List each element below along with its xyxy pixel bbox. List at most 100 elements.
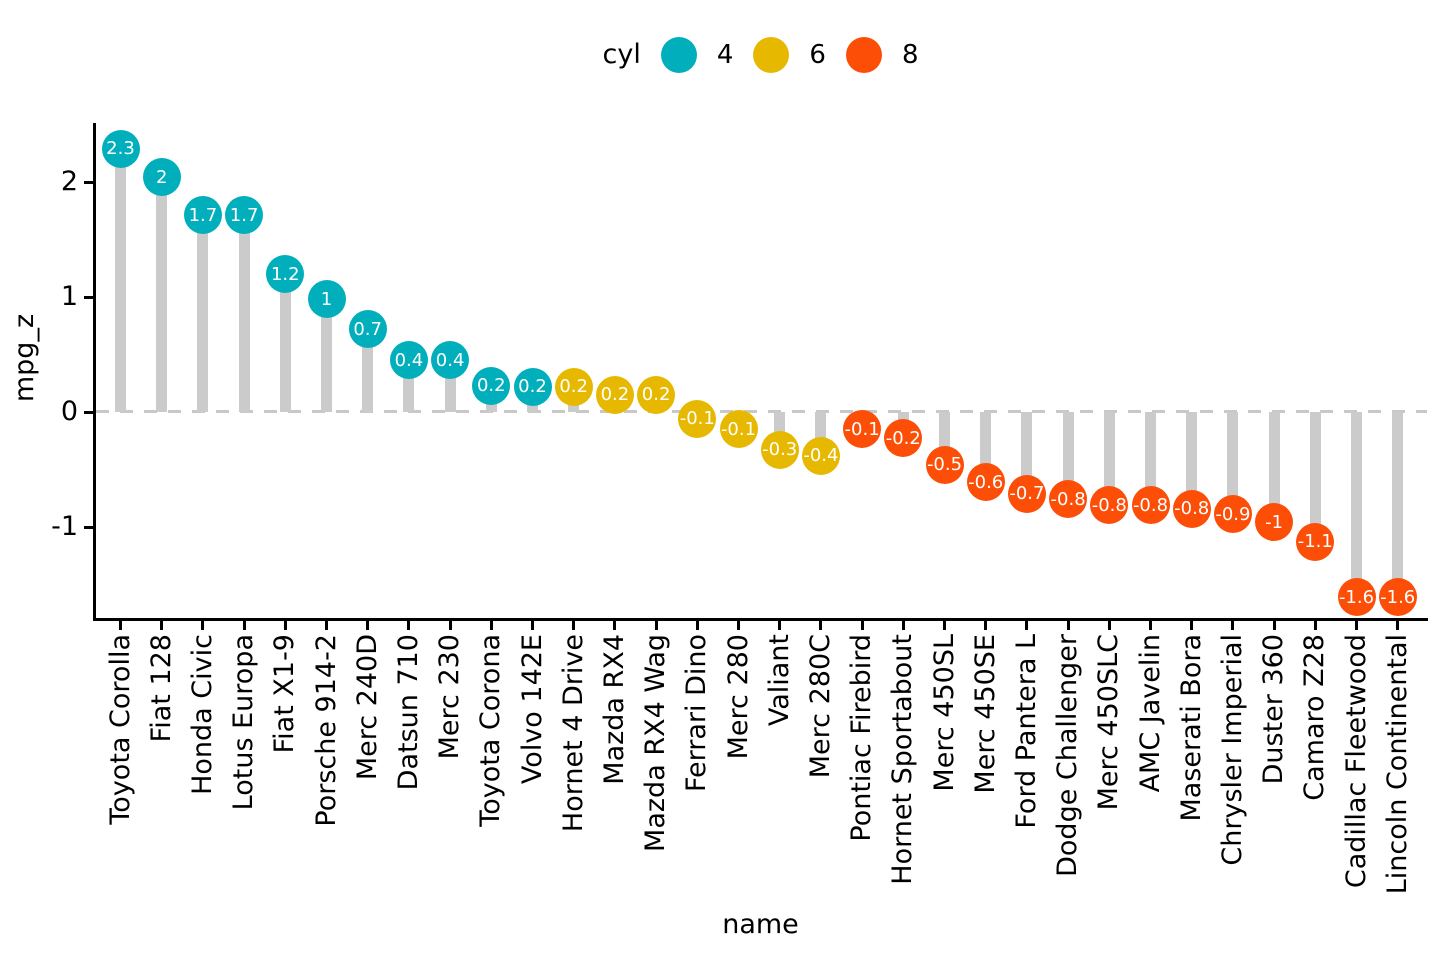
x-tick-label: Mazda RX4: [598, 634, 630, 785]
dot-value-label: -0.7: [1009, 483, 1045, 505]
lollipop-dot: 1.7: [225, 196, 264, 235]
dot-value-label: 2.3: [106, 138, 135, 160]
x-tick-mark: [1355, 621, 1358, 630]
lollipop-stem: [1021, 412, 1033, 494]
lollipop-dot: 1.7: [183, 196, 222, 235]
x-tick-label: Datsun 710: [392, 634, 424, 791]
lollipop-dot: -0.1: [719, 410, 758, 449]
y-tick-label: 2: [60, 166, 78, 197]
legend: cyl 4 6 8: [93, 36, 1428, 74]
x-tick-label: Dodge Challenger: [1052, 634, 1084, 877]
lollipop-dot: -1.6: [1337, 578, 1376, 617]
x-tick-label: Duster 360: [1258, 634, 1290, 785]
lollipop-stem: [238, 215, 250, 412]
x-tick-label: Toyota Corona: [475, 634, 507, 827]
lollipop-dot: -0.1: [678, 399, 717, 438]
legend-title: cyl: [602, 39, 641, 70]
dot-value-label: 0.4: [435, 349, 465, 371]
x-tick-label: Fiat X1-9: [269, 634, 301, 754]
x-axis-line: [93, 618, 1428, 621]
x-tick-mark: [160, 621, 164, 630]
lollipop-dot: -0.4: [801, 436, 840, 475]
lollipop-dot: -0.5: [925, 445, 964, 484]
dot-value-label: 1.2: [270, 263, 300, 285]
lollipop-stem: [197, 215, 209, 412]
x-tick-label: Mazda RX4 Wag: [640, 634, 672, 852]
x-tick-mark: [984, 621, 988, 630]
y-axis-title: mpg_z: [9, 313, 40, 403]
x-tick-label: Merc 230: [434, 634, 466, 760]
dot-value-label: -0.1: [720, 418, 757, 440]
lollipop-stem: [1392, 412, 1404, 598]
x-tick-label: Ferrari Dino: [681, 634, 713, 793]
lollipop-dot: -0.9: [1213, 495, 1252, 534]
lollipop-dot: 0.4: [389, 341, 428, 380]
x-tick-label: Hornet Sportabout: [887, 634, 919, 885]
dot-value-label: -0.4: [803, 445, 839, 467]
x-tick-mark: [737, 621, 740, 630]
lollipop-dot: -0.1: [843, 410, 882, 449]
x-axis-title: name: [722, 909, 799, 940]
x-tick-mark: [572, 621, 576, 630]
lollipop-dot: -0.7: [1007, 474, 1046, 513]
legend-label-cyl-4: 4: [716, 40, 734, 70]
y-axis-line: [93, 123, 96, 621]
lollipop-dot: -0.8: [1049, 480, 1088, 519]
dot-value-label: 1: [320, 288, 333, 310]
x-tick-mark: [654, 621, 658, 630]
lollipop-stem: [1309, 412, 1321, 542]
x-tick-mark: [860, 621, 864, 630]
x-tick-mark: [1231, 621, 1235, 630]
x-tick-label: Maserati Bora: [1175, 634, 1207, 822]
lollipop-dot: 1.2: [266, 255, 305, 293]
lollipop-stem: [1062, 412, 1074, 500]
lollipop-stem: [156, 177, 168, 412]
dot-value-label: 0.2: [600, 384, 630, 406]
x-tick-mark: [201, 621, 205, 630]
x-tick-label: Lotus Europa: [228, 634, 260, 811]
dot-value-label: -0.8: [1174, 498, 1210, 520]
dot-value-label: -1: [1265, 511, 1284, 533]
lollipop-stem: [1145, 412, 1156, 506]
x-tick-label: Chrysler Imperial: [1216, 634, 1248, 866]
lollipop-stem: [279, 274, 291, 412]
lollipop-dot: 1: [307, 280, 346, 319]
y-tick-label: 0: [60, 396, 78, 427]
x-tick-mark: [1396, 621, 1400, 630]
x-tick-mark: [901, 621, 905, 630]
dot-value-label: -0.2: [885, 427, 921, 449]
lollipop-dot: 2: [142, 158, 181, 197]
x-tick-mark: [778, 621, 782, 630]
x-tick-mark: [613, 621, 617, 630]
lollipop-dot: -1.1: [1296, 522, 1335, 561]
x-tick-label: Valiant: [763, 634, 795, 727]
lollipop-dot: 0.7: [348, 310, 387, 349]
x-tick-mark: [1313, 621, 1317, 630]
x-tick-mark: [1190, 621, 1194, 630]
x-tick-label: Merc 450SL: [928, 634, 960, 792]
dot-value-label: 0.2: [641, 384, 671, 406]
legend-label-cyl-6: 6: [809, 40, 826, 70]
dot-value-label: 1.7: [229, 204, 259, 226]
dot-value-label: 0.2: [518, 376, 547, 398]
dot-value-label: -0.5: [926, 454, 963, 476]
x-tick-label: Lincoln Continental: [1381, 634, 1413, 895]
x-tick-mark: [1272, 621, 1276, 630]
dot-value-label: -0.9: [1215, 503, 1251, 525]
x-tick-mark: [489, 621, 493, 630]
x-tick-label: Hornet 4 Drive: [557, 634, 589, 833]
legend-dot-cyl-4: [660, 37, 697, 73]
lollipop-stem: [403, 360, 415, 412]
zero-baseline: [96, 410, 1427, 413]
x-tick-mark: [1066, 621, 1070, 630]
y-tick-mark: [84, 180, 93, 184]
dot-value-label: 0.2: [476, 375, 506, 397]
dot-value-label: -0.8: [1091, 494, 1127, 516]
lollipop-stem: [815, 412, 827, 456]
lollipop-stem: [1268, 412, 1280, 523]
lollipop-stem: [1227, 412, 1239, 515]
x-tick-mark: [283, 621, 287, 630]
lollipop-dot: 0.2: [595, 375, 634, 414]
lollipop-stem: [1186, 412, 1198, 509]
